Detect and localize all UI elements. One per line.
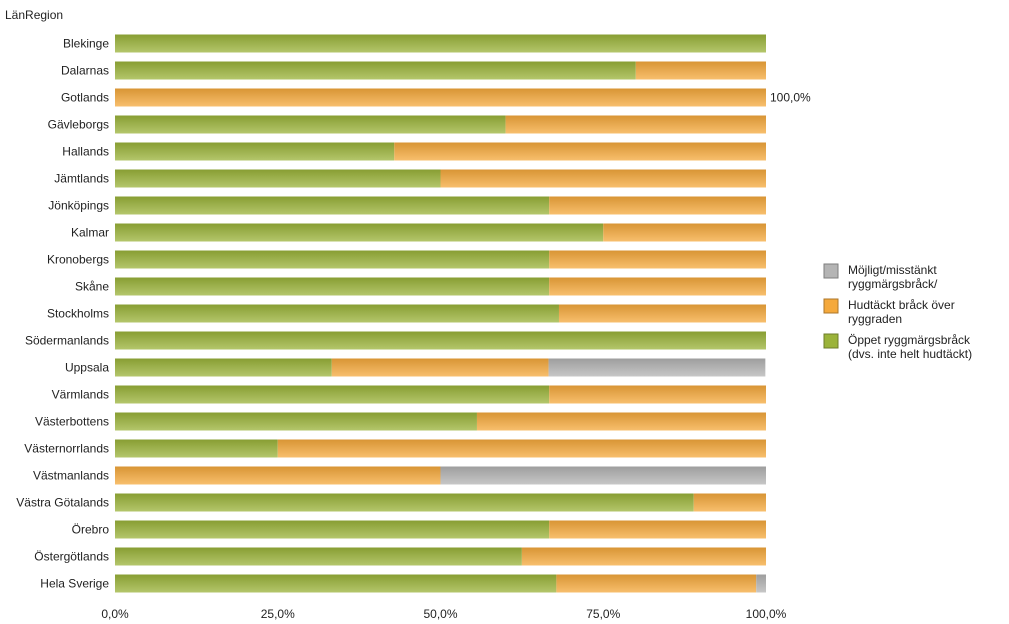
bar-vasterbottens-series-1 bbox=[476, 412, 766, 431]
bar-hallands-series-0 bbox=[115, 142, 395, 161]
bar-vasternorrlands-series-0 bbox=[115, 439, 278, 458]
bar-kalmar-series-1 bbox=[603, 223, 766, 242]
bar-ostergotlands-series-0 bbox=[115, 547, 522, 566]
data-labels: 100,0% bbox=[770, 91, 811, 105]
bar-dalarnas-series-1 bbox=[635, 61, 766, 80]
x-tick-label: 75,0% bbox=[586, 607, 620, 621]
legend-label-1: ryggraden bbox=[848, 312, 902, 326]
bar-vasterbottens-series-0 bbox=[115, 412, 477, 431]
bar-uppsala-series-0 bbox=[115, 358, 332, 377]
bar-uppsala-series-1 bbox=[331, 358, 549, 377]
bar-gavleborgs-series-1 bbox=[505, 115, 766, 134]
category-label-jamtlands: Jämtlands bbox=[54, 172, 109, 186]
bar-jonkopings-series-0 bbox=[115, 196, 550, 215]
bar-hela-sverige-series-2 bbox=[756, 574, 766, 593]
bar-skane-series-0 bbox=[115, 277, 550, 296]
x-tick-label: 100,0% bbox=[746, 607, 787, 621]
category-label-hela-sverige: Hela Sverige bbox=[40, 577, 109, 591]
legend-label-2: ryggmärgsbråck/ bbox=[848, 277, 938, 291]
bar-varmlands-series-1 bbox=[549, 385, 766, 404]
bar-vastmanlands-series-1 bbox=[115, 466, 441, 485]
legend-label-0: Öppet ryggmärgsbråck bbox=[848, 333, 971, 347]
category-label-vastra-gotalands: Västra Götalands bbox=[16, 496, 109, 510]
category-label-stockholms: Stockholms bbox=[47, 307, 109, 321]
x-tick-label: 50,0% bbox=[423, 607, 457, 621]
bars-group bbox=[115, 34, 767, 593]
bar-uppsala-series-2 bbox=[548, 358, 766, 377]
bar-vastra-gotalands-series-1 bbox=[693, 493, 766, 512]
bar-jamtlands-series-1 bbox=[440, 169, 766, 188]
bar-dalarnas-series-0 bbox=[115, 61, 636, 80]
category-label-sodermanlands: Södermanlands bbox=[25, 334, 109, 348]
category-label-blekinge: Blekinge bbox=[63, 37, 109, 51]
x-tick-label: 25,0% bbox=[261, 607, 295, 621]
legend-label-0: (dvs. inte helt hudtäckt) bbox=[848, 347, 972, 361]
bar-ostergotlands-series-1 bbox=[521, 547, 767, 566]
legend-swatch-1 bbox=[823, 298, 839, 314]
bar-vastmanlands-series-2 bbox=[440, 466, 766, 485]
legend-label-2: Möjligt/misstänkt bbox=[848, 263, 937, 277]
category-labels: Blekinge Dalarnas Gotlands Gävleborgs Hallan… bbox=[16, 37, 109, 591]
bar-kalmar-series-0 bbox=[115, 223, 604, 242]
legend-swatch-2 bbox=[823, 263, 839, 279]
x-axis-ticks: 0,0% 25,0% 50,0% 75,0% 100,0% bbox=[101, 607, 786, 621]
legend-label-1: Hudtäckt bråck över bbox=[848, 298, 955, 312]
category-label-varmlands: Värmlands bbox=[52, 388, 109, 402]
legend: Möjligt/misstänktryggmärgsbråck/Hudtäckt… bbox=[823, 263, 972, 361]
category-label-uppsala: Uppsala bbox=[65, 361, 109, 375]
bar-vasternorrlands-series-1 bbox=[277, 439, 766, 458]
bar-blekinge-series-0 bbox=[115, 34, 766, 53]
category-label-vasterbottens: Västerbottens bbox=[35, 415, 109, 429]
bar-hallands-series-1 bbox=[394, 142, 766, 161]
category-label-gotlands: Gotlands bbox=[61, 91, 109, 105]
bar-orebro-series-0 bbox=[115, 520, 550, 539]
legend-swatch-0 bbox=[823, 333, 839, 349]
bar-stockholms-series-0 bbox=[115, 304, 559, 323]
y-axis-title: LänRegion bbox=[5, 8, 63, 22]
data-label-gotlands: 100,0% bbox=[770, 91, 811, 105]
bar-stockholms-series-1 bbox=[558, 304, 766, 323]
category-label-orebro: Örebro bbox=[72, 523, 110, 537]
category-label-gavleborgs: Gävleborgs bbox=[48, 118, 109, 132]
category-label-kalmar: Kalmar bbox=[71, 226, 109, 240]
bar-jonkopings-series-1 bbox=[549, 196, 766, 215]
category-label-skane: Skåne bbox=[75, 280, 109, 294]
bar-vastra-gotalands-series-0 bbox=[115, 493, 694, 512]
bar-hela-sverige-series-1 bbox=[556, 574, 757, 593]
bar-varmlands-series-0 bbox=[115, 385, 550, 404]
bar-kronobergs-series-1 bbox=[549, 250, 766, 269]
bar-gavleborgs-series-0 bbox=[115, 115, 506, 134]
bar-gotlands-series-1 bbox=[115, 88, 766, 107]
category-label-ostergotlands: Östergötlands bbox=[34, 550, 109, 564]
bar-skane-series-1 bbox=[549, 277, 766, 296]
bar-jamtlands-series-0 bbox=[115, 169, 441, 188]
category-label-vastmanlands: Västmanlands bbox=[33, 469, 109, 483]
bar-sodermanlands-series-0 bbox=[115, 331, 766, 350]
x-tick-label: 0,0% bbox=[101, 607, 129, 621]
category-label-kronobergs: Kronobergs bbox=[47, 253, 109, 267]
category-label-hallands: Hallands bbox=[62, 145, 109, 159]
category-label-dalarnas: Dalarnas bbox=[61, 64, 109, 78]
category-label-jonkopings: Jönköpings bbox=[48, 199, 109, 213]
bar-orebro-series-1 bbox=[549, 520, 766, 539]
bar-kronobergs-series-0 bbox=[115, 250, 550, 269]
bar-hela-sverige-series-0 bbox=[115, 574, 557, 593]
category-label-vasternorrlands: Västernorrlands bbox=[24, 442, 109, 456]
